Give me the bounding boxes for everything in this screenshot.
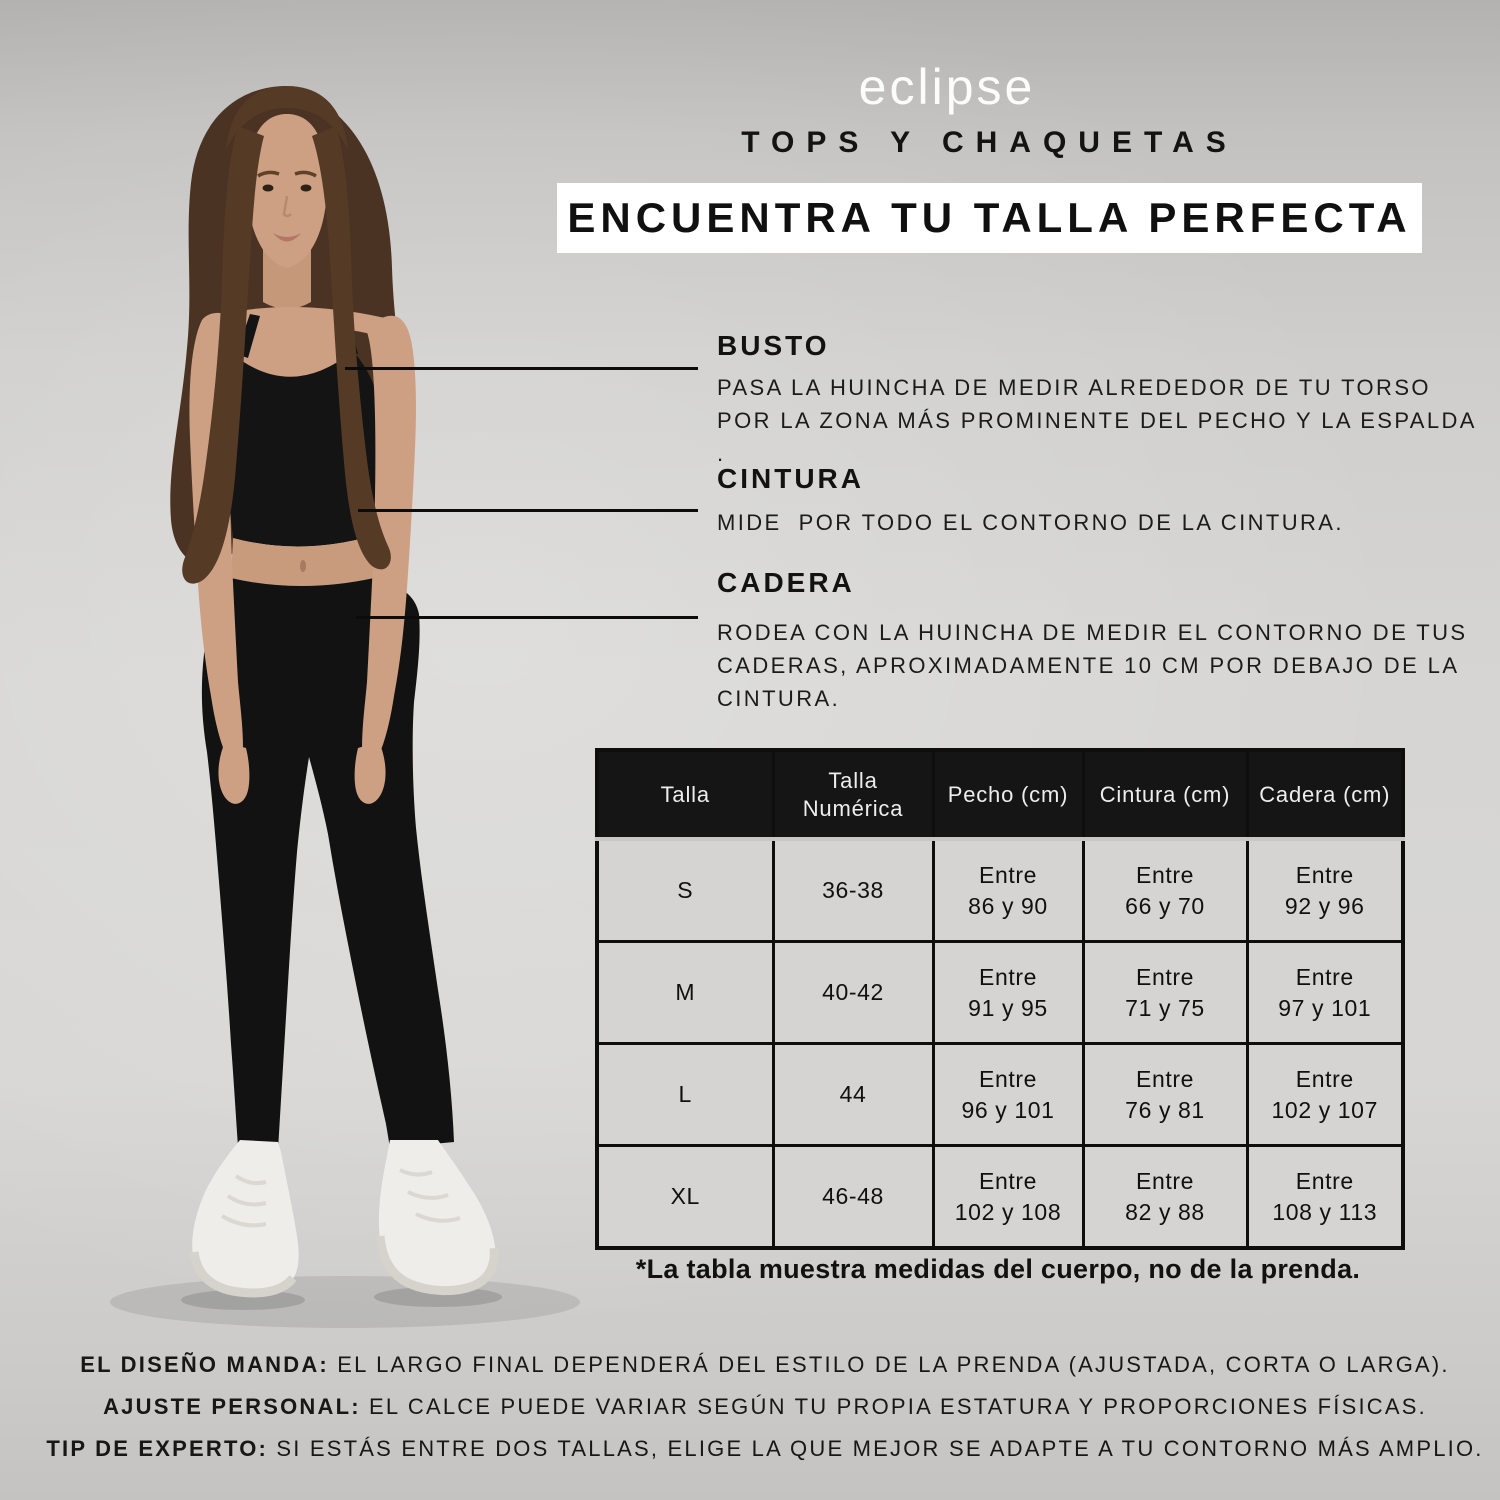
brand-logo: eclipse <box>858 59 1036 115</box>
cell-cadera: Entre 102 y 107 <box>1245 1042 1405 1147</box>
footer-text: EL CALCE PUEDE VARIAR SEGÚN TU PROPIA ES… <box>360 1394 1427 1419</box>
cell-pecho: Entre 91 y 95 <box>931 940 1085 1045</box>
size-table: Talla Talla Numérica Pecho (cm) Cintura … <box>595 748 1405 1250</box>
footer-line-diseno: EL DISEÑO MANDA: EL LARGO FINAL DEPENDER… <box>30 1352 1500 1378</box>
cell-talla-numerica: 36-38 <box>771 837 935 943</box>
title-banner: ENCUENTRA TU TALLA PERFECTA <box>557 183 1422 253</box>
cadera-heading: CADERA <box>717 567 855 598</box>
cintura-description: MIDE POR TODO EL CONTORNO DE LA CINTURA. <box>717 510 1344 535</box>
cell-talla: M <box>595 940 775 1045</box>
col-header-cintura: Cintura (cm) <box>1081 748 1249 841</box>
table-row-xl: XL 46-48 Entre 102 y 108 Entre 82 y 88 E… <box>595 1144 1405 1250</box>
footer-label: TIP DE EXPERTO: <box>46 1436 269 1461</box>
hip-leader-line <box>356 616 698 619</box>
cell-talla-numerica: 44 <box>771 1042 935 1147</box>
busto-description: PASA LA HUINCHA DE MEDIR ALREDEDOR DE TU… <box>717 375 1477 466</box>
cell-cintura: Entre 66 y 70 <box>1081 837 1249 943</box>
model-photo <box>110 86 580 1328</box>
cell-talla: S <box>595 837 775 943</box>
col-header-talla-numerica: Talla Numérica <box>771 748 935 841</box>
footer-text: EL LARGO FINAL DEPENDERÁ DEL ESTILO DE L… <box>328 1352 1450 1377</box>
col-header-pecho: Pecho (cm) <box>931 748 1085 841</box>
table-row-l: L 44 Entre 96 y 101 Entre 76 y 81 Entre … <box>595 1042 1405 1147</box>
table-header-row: Talla Talla Numérica Pecho (cm) Cintura … <box>595 748 1405 841</box>
footer-text: SI ESTÁS ENTRE DOS TALLAS, ELIGE LA QUE … <box>268 1436 1484 1461</box>
cell-talla: XL <box>595 1144 775 1250</box>
col-header-cadera: Cadera (cm) <box>1245 748 1405 841</box>
cell-pecho: Entre 102 y 108 <box>931 1144 1085 1250</box>
busto-heading: BUSTO <box>717 330 830 361</box>
cintura-heading: CINTURA <box>717 463 864 494</box>
cell-cadera: Entre 92 y 96 <box>1245 837 1405 943</box>
page-title: ENCUENTRA TU TALLA PERFECTA <box>567 194 1412 241</box>
cell-pecho: Entre 86 y 90 <box>931 837 1085 943</box>
table-note: *La tabla muestra medidas del cuerpo, no… <box>635 1254 1361 1284</box>
cell-talla-numerica: 40-42 <box>771 940 935 1045</box>
cell-cintura: Entre 76 y 81 <box>1081 1042 1249 1147</box>
waist-leader-line <box>358 509 698 512</box>
cadera-description: RODEA CON LA HUINCHA DE MEDIR EL CONTORN… <box>717 620 1468 711</box>
cell-cintura: Entre 82 y 88 <box>1081 1144 1249 1250</box>
table-row-m: M 40-42 Entre 91 y 95 Entre 71 y 75 Entr… <box>595 940 1405 1045</box>
cell-talla-numerica: 46-48 <box>771 1144 935 1250</box>
table-row-s: S 36-38 Entre 86 y 90 Entre 66 y 70 Entr… <box>595 837 1405 943</box>
footer-label: EL DISEÑO MANDA: <box>80 1352 329 1377</box>
cell-cadera: Entre 108 y 113 <box>1245 1144 1405 1250</box>
footer-line-ajuste: AJUSTE PERSONAL: EL CALCE PUEDE VARIAR S… <box>30 1394 1500 1420</box>
cell-cintura: Entre 71 y 75 <box>1081 940 1249 1045</box>
bust-leader-line <box>345 367 698 370</box>
category-title: TOPS Y CHAQUETAS <box>741 126 1238 159</box>
cell-talla: L <box>595 1042 775 1147</box>
col-header-talla: Talla <box>595 748 775 841</box>
cell-cadera: Entre 97 y 101 <box>1245 940 1405 1045</box>
footer-label: AJUSTE PERSONAL: <box>103 1394 361 1419</box>
cell-pecho: Entre 96 y 101 <box>931 1042 1085 1147</box>
footer-line-tip: TIP DE EXPERTO: SI ESTÁS ENTRE DOS TALLA… <box>30 1436 1500 1462</box>
